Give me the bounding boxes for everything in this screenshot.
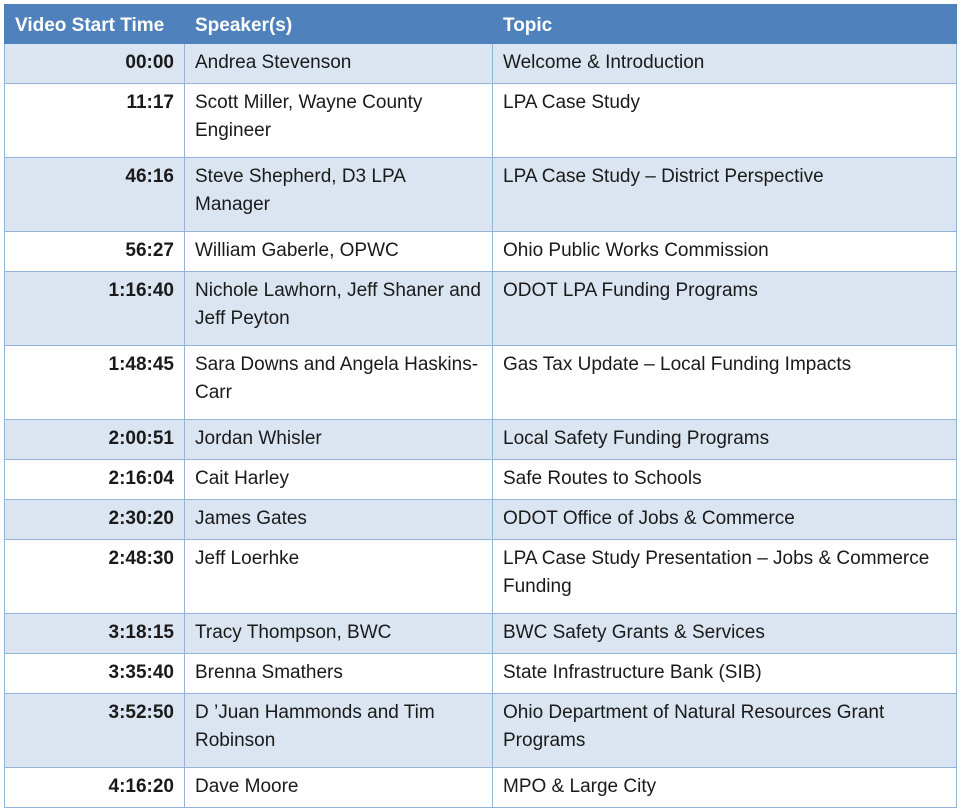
- table-body: 00:00 Andrea Stevenson Welcome & Introdu…: [4, 42, 957, 808]
- start-time-cell: 56:27: [4, 230, 185, 272]
- speaker-cell: James Gates: [184, 498, 493, 540]
- topic-cell: LPA Case Study – District Perspective: [492, 156, 957, 232]
- speaker-cell: Andrea Stevenson: [184, 42, 493, 84]
- speaker-cell: William Gaberle, OPWC: [184, 230, 493, 272]
- table-row: 1:16:40 Nichole Lawhorn, Jeff Shaner and…: [4, 270, 957, 346]
- table-row: 00:00 Andrea Stevenson Welcome & Introdu…: [4, 42, 957, 84]
- speaker-cell: Jeff Loerhke: [184, 538, 493, 614]
- table-row: 4:16:20 Dave Moore MPO & Large City: [4, 766, 957, 808]
- start-time-cell: 4:16:20: [4, 766, 185, 808]
- start-time-cell: 46:16: [4, 156, 185, 232]
- start-time-cell: 2:48:30: [4, 538, 185, 614]
- video-schedule-table: Video Start Time Speaker(s) Topic 00:00 …: [4, 4, 957, 808]
- table-row: 3:35:40 Brenna Smathers State Infrastruc…: [4, 652, 957, 694]
- speaker-cell: D ’Juan Hammonds and Tim Robinson: [184, 692, 493, 768]
- start-time-cell: 11:17: [4, 82, 185, 158]
- topic-cell: Local Safety Funding Programs: [492, 418, 957, 460]
- topic-cell: Ohio Public Works Commission: [492, 230, 957, 272]
- topic-cell: State Infrastructure Bank (SIB): [492, 652, 957, 694]
- table-row: 11:17 Scott Miller, Wayne County Enginee…: [4, 82, 957, 158]
- header-topic: Topic: [492, 4, 957, 44]
- topic-cell: Ohio Department of Natural Resources Gra…: [492, 692, 957, 768]
- speaker-cell: Scott Miller, Wayne County Engineer: [184, 82, 493, 158]
- start-time-cell: 3:18:15: [4, 612, 185, 654]
- table-row: 3:52:50 D ’Juan Hammonds and Tim Robinso…: [4, 692, 957, 768]
- header-speakers: Speaker(s): [184, 4, 493, 44]
- topic-cell: ODOT LPA Funding Programs: [492, 270, 957, 346]
- table-row: 1:48:45 Sara Downs and Angela Haskins-Ca…: [4, 344, 957, 420]
- start-time-cell: 2:16:04: [4, 458, 185, 500]
- speaker-cell: Sara Downs and Angela Haskins-Carr: [184, 344, 493, 420]
- start-time-cell: 2:00:51: [4, 418, 185, 460]
- table-row: 2:30:20 James Gates ODOT Office of Jobs …: [4, 498, 957, 540]
- speaker-cell: Cait Harley: [184, 458, 493, 500]
- start-time-cell: 1:16:40: [4, 270, 185, 346]
- speaker-cell: Brenna Smathers: [184, 652, 493, 694]
- start-time-cell: 3:52:50: [4, 692, 185, 768]
- topic-cell: BWC Safety Grants & Services: [492, 612, 957, 654]
- speaker-cell: Tracy Thompson, BWC: [184, 612, 493, 654]
- speaker-cell: Steve Shepherd, D3 LPA Manager: [184, 156, 493, 232]
- topic-cell: Gas Tax Update – Local Funding Impacts: [492, 344, 957, 420]
- table-row: 2:16:04 Cait Harley Safe Routes to Schoo…: [4, 458, 957, 500]
- topic-cell: LPA Case Study: [492, 82, 957, 158]
- speaker-cell: Jordan Whisler: [184, 418, 493, 460]
- topic-cell: LPA Case Study Presentation – Jobs & Com…: [492, 538, 957, 614]
- speaker-cell: Dave Moore: [184, 766, 493, 808]
- topic-cell: MPO & Large City: [492, 766, 957, 808]
- table-row: 46:16 Steve Shepherd, D3 LPA Manager LPA…: [4, 156, 957, 232]
- table-row: 3:18:15 Tracy Thompson, BWC BWC Safety G…: [4, 612, 957, 654]
- schedule-table-wrapper: Video Start Time Speaker(s) Topic 00:00 …: [4, 4, 957, 808]
- header-row: Video Start Time Speaker(s) Topic: [4, 4, 957, 44]
- table-row: 2:00:51 Jordan Whisler Local Safety Fund…: [4, 418, 957, 460]
- topic-cell: Welcome & Introduction: [492, 42, 957, 84]
- table-row: 2:48:30 Jeff Loerhke LPA Case Study Pres…: [4, 538, 957, 614]
- start-time-cell: 00:00: [4, 42, 185, 84]
- speaker-cell: Nichole Lawhorn, Jeff Shaner and Jeff Pe…: [184, 270, 493, 346]
- start-time-cell: 1:48:45: [4, 344, 185, 420]
- header-video-start-time: Video Start Time: [4, 4, 185, 44]
- start-time-cell: 3:35:40: [4, 652, 185, 694]
- topic-cell: ODOT Office of Jobs & Commerce: [492, 498, 957, 540]
- table-header: Video Start Time Speaker(s) Topic: [4, 4, 957, 44]
- table-row: 56:27 William Gaberle, OPWC Ohio Public …: [4, 230, 957, 272]
- start-time-cell: 2:30:20: [4, 498, 185, 540]
- topic-cell: Safe Routes to Schools: [492, 458, 957, 500]
